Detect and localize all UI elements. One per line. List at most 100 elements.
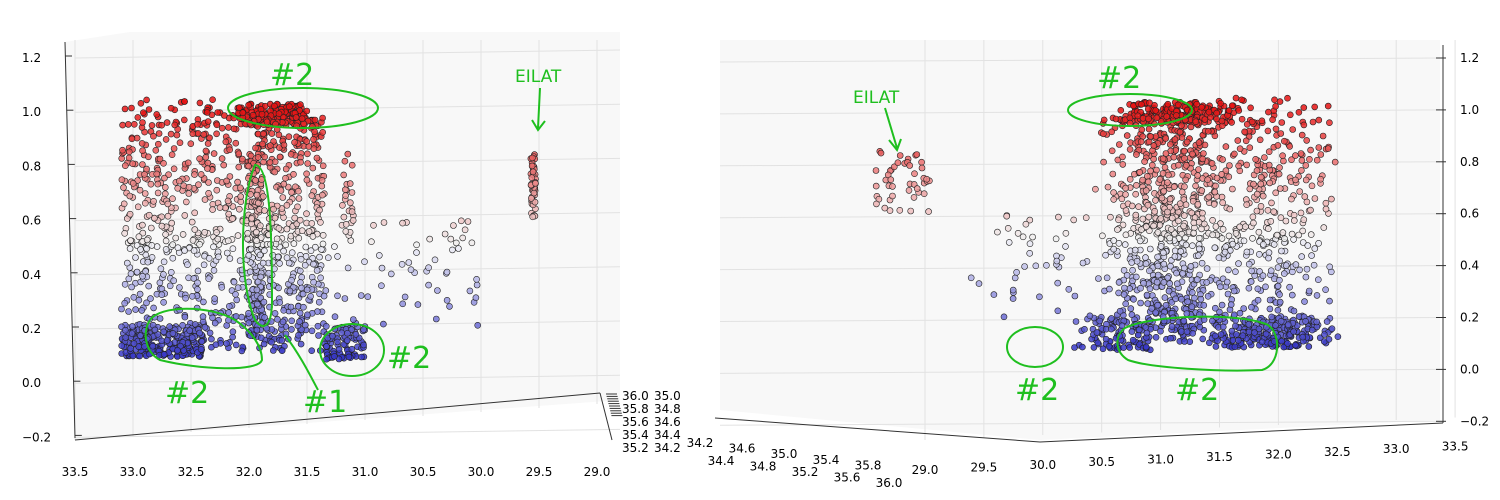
data-point (162, 184, 169, 191)
data-point (179, 321, 186, 329)
data-point (1146, 99, 1153, 107)
data-point (1288, 230, 1296, 238)
x-tick-label: 33.5 (62, 465, 89, 479)
data-point (315, 298, 323, 306)
data-point (1110, 196, 1117, 203)
data-point (296, 267, 304, 275)
data-point (303, 210, 310, 217)
data-point (301, 261, 309, 269)
data-point (320, 292, 328, 300)
data-point (1115, 289, 1122, 297)
data-point (1095, 275, 1102, 282)
data-point (270, 205, 277, 213)
data-point (260, 298, 268, 306)
data-point (1300, 216, 1308, 223)
data-point (1144, 105, 1152, 113)
data-point (254, 154, 262, 161)
data-point (1321, 331, 1328, 338)
data-point (1146, 285, 1154, 293)
data-point (129, 323, 136, 330)
data-point (1152, 107, 1159, 114)
data-point (1165, 171, 1172, 179)
data-point (132, 306, 139, 313)
z-tick-label: 0.8 (22, 159, 41, 173)
data-point (126, 210, 134, 218)
data-point (1239, 332, 1247, 340)
data-point (126, 245, 134, 252)
data-point (348, 189, 356, 196)
data-point (226, 146, 233, 154)
data-point (1287, 111, 1294, 119)
data-point (233, 296, 240, 304)
data-point (310, 145, 318, 152)
data-point (1043, 261, 1050, 269)
data-point (1248, 303, 1255, 311)
data-point (1194, 172, 1201, 179)
data-point (254, 199, 262, 207)
data-point (1182, 234, 1189, 242)
data-point (1099, 345, 1107, 353)
data-point (1297, 209, 1305, 217)
data-point (1093, 329, 1101, 336)
data-point (190, 275, 198, 282)
data-point (1290, 211, 1298, 219)
data-point (1170, 153, 1178, 161)
data-point (1176, 200, 1184, 207)
data-point (1322, 286, 1329, 294)
data-point (298, 227, 306, 234)
data-point (340, 171, 348, 179)
data-point (331, 243, 338, 250)
data-point (153, 243, 161, 250)
data-point (1222, 143, 1230, 150)
data-point (266, 159, 274, 166)
data-point (1264, 207, 1272, 214)
data-point (1137, 284, 1144, 292)
data-point (1268, 199, 1275, 207)
data-point (1250, 219, 1257, 227)
data-point (253, 326, 261, 334)
data-point (345, 353, 353, 361)
data-point (1317, 151, 1325, 158)
data-point (905, 187, 913, 194)
data-point (1331, 158, 1339, 166)
data-point (160, 271, 167, 278)
data-point (1173, 269, 1180, 277)
data-point (1128, 328, 1136, 335)
data-point (160, 258, 168, 266)
data-point (1178, 188, 1186, 196)
data-point (139, 119, 146, 126)
data-point (431, 256, 439, 264)
data-point (1229, 185, 1236, 193)
data-point (288, 326, 295, 333)
data-point (425, 281, 432, 289)
data-point (234, 178, 241, 186)
data-point (334, 338, 341, 346)
data-point (139, 147, 146, 154)
data-point (280, 180, 288, 188)
y-tick-label: 34.8 (750, 459, 777, 473)
right-grid (714, 40, 1456, 443)
data-point (1303, 265, 1311, 273)
data-point (181, 98, 188, 105)
data-point (163, 119, 171, 126)
data-point (1114, 226, 1121, 233)
data-point (1180, 264, 1188, 272)
data-point (278, 347, 286, 355)
data-point (1284, 94, 1291, 102)
z-tick-label: −0.2 (22, 430, 51, 444)
data-point (200, 298, 207, 306)
data-point (158, 222, 166, 230)
data-point (1126, 176, 1134, 183)
data-point (155, 140, 162, 148)
data-point (331, 353, 338, 360)
data-point (259, 259, 267, 267)
data-point (1298, 253, 1305, 260)
data-point (304, 150, 311, 158)
data-point (1036, 293, 1043, 301)
data-point (214, 235, 222, 243)
data-point (1230, 287, 1238, 295)
data-point (1218, 301, 1226, 309)
data-point (213, 186, 221, 194)
data-point (1276, 257, 1283, 265)
data-point (339, 202, 346, 209)
